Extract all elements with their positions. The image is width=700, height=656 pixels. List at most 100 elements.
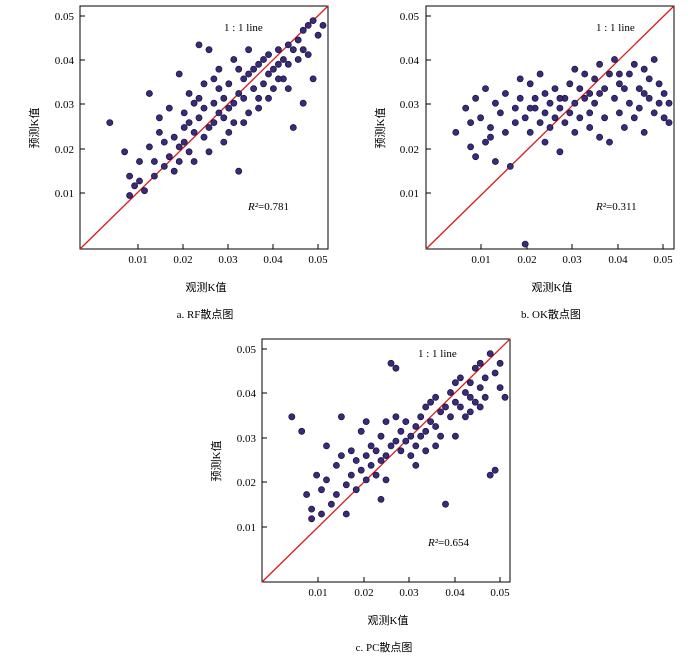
scatter-point	[367, 442, 375, 450]
scatter-point	[205, 124, 213, 131]
scatter-point	[309, 75, 317, 83]
scatter-point	[342, 510, 350, 518]
scatter-point	[165, 153, 173, 161]
scatter-point	[106, 119, 114, 126]
caption-b: b. OK散点图	[521, 307, 581, 321]
scatter-point	[205, 148, 213, 156]
xtick-c-0.04: 0.04	[445, 587, 465, 599]
ytick-c-0.03: 0.03	[237, 433, 257, 445]
xtick-c-0.05: 0.05	[490, 587, 510, 599]
scatter-point	[541, 138, 549, 146]
scatter-point	[665, 99, 673, 107]
caption-c: c. PC散点图	[356, 640, 413, 654]
scatter-point	[521, 114, 529, 122]
scatter-point	[200, 104, 208, 112]
scatter-point	[447, 413, 454, 421]
scatter-point	[645, 94, 653, 102]
scatter-point	[150, 158, 158, 165]
xtick-b-0.05: 0.05	[653, 254, 673, 266]
scatter-point	[294, 36, 302, 44]
scatter-point	[195, 94, 203, 102]
scatter-point	[136, 158, 143, 165]
scatter-point	[571, 128, 579, 136]
scatter-point	[621, 85, 628, 92]
scatter-point	[245, 70, 252, 78]
scatter-point	[245, 109, 252, 117]
scatter-point	[327, 500, 335, 508]
scatter-point	[175, 143, 183, 151]
scatter-point	[274, 46, 282, 54]
scatter-point	[397, 427, 405, 435]
scatter-point	[230, 56, 238, 63]
scatter-point	[476, 403, 484, 411]
scatter-point	[576, 114, 584, 122]
scatter-point	[516, 75, 524, 83]
scatter-point	[235, 65, 243, 73]
scatter-point	[362, 476, 370, 484]
scatter-point	[289, 46, 297, 54]
scatter-point	[496, 384, 504, 391]
scatter-point	[640, 65, 648, 73]
scatter-point	[377, 495, 385, 503]
scatter-point	[215, 85, 223, 92]
scatter-point	[571, 65, 579, 73]
scatter-point	[240, 119, 248, 126]
scatter-point	[299, 46, 307, 54]
scatter-point	[235, 90, 243, 97]
scatter-point	[347, 471, 355, 479]
scatter-point	[422, 427, 430, 435]
scatter-point	[220, 94, 228, 102]
scatter-point	[451, 379, 459, 387]
scatter-point	[526, 128, 534, 136]
scatter-point	[526, 104, 534, 112]
scatter-point	[250, 85, 257, 92]
scatter-point	[160, 162, 168, 170]
scatter-point	[640, 90, 648, 97]
scatter-point	[481, 374, 489, 382]
scatter-point	[611, 94, 618, 102]
scatter-point	[126, 192, 134, 199]
scatter-point	[640, 128, 648, 136]
ytick-b-0.02: 0.02	[400, 144, 419, 156]
scatter-point	[210, 99, 218, 107]
scatter-point	[511, 104, 519, 112]
ytick-c-0.02: 0.02	[237, 477, 256, 489]
scatter-point	[220, 114, 228, 122]
scatter-point	[145, 143, 153, 151]
x-axis-title-c: 观测K值	[368, 614, 409, 627]
scatter-point	[304, 21, 312, 29]
xtick-a-0.01: 0.01	[128, 254, 147, 266]
scatter-point	[576, 85, 584, 92]
scatter-point	[422, 447, 430, 455]
scatter-point	[635, 104, 643, 112]
scatter-point	[155, 128, 163, 136]
scatter-point	[170, 133, 178, 141]
scatter-point	[407, 452, 415, 459]
scatter-point	[304, 51, 312, 58]
scatter-point	[225, 104, 233, 112]
scatter-point	[215, 109, 223, 117]
scatter-point	[412, 423, 420, 430]
scatter-point	[591, 75, 598, 83]
scatter-point	[145, 90, 153, 97]
panel-b: 0.05 0.04 0.03 0.02 0.01 0.01 0.02 0.03 …	[374, 5, 675, 321]
scatter-point	[318, 510, 325, 518]
ytick-c-0.05: 0.05	[237, 344, 257, 356]
scatter-point	[269, 65, 277, 73]
scatter-point	[447, 389, 454, 396]
scatter-point	[427, 418, 434, 425]
scatter-point	[432, 423, 439, 430]
scatter-point	[185, 90, 193, 97]
ytick-b-0.05: 0.05	[400, 11, 420, 23]
scatter-point	[195, 114, 203, 122]
ytick-a-0.03: 0.03	[55, 99, 75, 111]
r2-label-b: R²=0.311	[595, 201, 637, 213]
scatter-point	[342, 481, 350, 489]
scatter-point	[284, 85, 292, 92]
scatter-point	[200, 133, 208, 141]
scatter-point	[486, 471, 494, 479]
identity-line-c	[261, 338, 511, 583]
scatter-point	[466, 393, 474, 401]
scatter-point	[452, 128, 460, 136]
scatter-point	[190, 128, 198, 136]
